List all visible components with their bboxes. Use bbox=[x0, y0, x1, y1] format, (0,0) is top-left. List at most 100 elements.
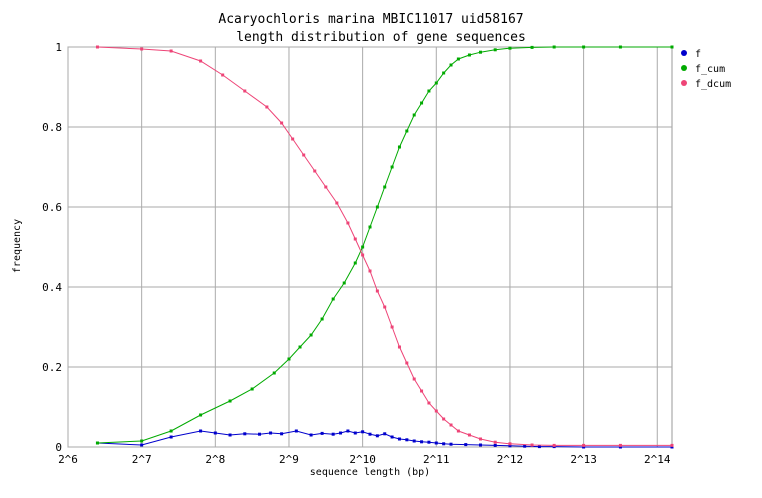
series-f bbox=[95, 429, 674, 449]
data-point-f bbox=[412, 439, 416, 443]
series-line-f bbox=[97, 430, 672, 448]
data-point-f_dcum bbox=[95, 45, 99, 49]
data-point-f bbox=[390, 435, 394, 439]
data-point-f bbox=[523, 444, 527, 448]
data-point-f bbox=[294, 429, 298, 433]
data-point-f_dcum bbox=[324, 185, 328, 189]
data-point-f bbox=[213, 431, 217, 435]
data-point-f_cum bbox=[320, 317, 324, 321]
data-point-f_cum bbox=[552, 45, 556, 49]
data-point-f_cum bbox=[582, 45, 586, 49]
data-point-f_dcum bbox=[397, 345, 401, 349]
data-point-f bbox=[383, 432, 387, 436]
data-point-f_cum bbox=[342, 281, 346, 285]
data-point-f bbox=[199, 429, 203, 433]
data-point-f_cum bbox=[390, 165, 394, 169]
data-point-f bbox=[397, 437, 401, 441]
data-point-f_cum bbox=[250, 387, 254, 391]
data-point-f_cum bbox=[420, 101, 424, 105]
data-point-f bbox=[309, 433, 313, 437]
data-point-f_cum bbox=[427, 89, 431, 93]
data-point-f_dcum bbox=[456, 429, 460, 433]
data-point-f_dcum bbox=[449, 423, 453, 427]
data-point-f_cum bbox=[383, 185, 387, 189]
data-point-f bbox=[449, 442, 453, 446]
data-point-f bbox=[320, 431, 324, 435]
data-point-f_cum bbox=[368, 225, 372, 229]
data-point-f_cum bbox=[298, 345, 302, 349]
y-tick-label: 0 bbox=[55, 441, 62, 454]
data-point-f bbox=[243, 432, 247, 436]
data-point-f_dcum bbox=[412, 377, 416, 381]
legend: f f_cum f_dcum bbox=[681, 49, 731, 90]
series-line-f_cum bbox=[97, 46, 672, 444]
data-point-f_cum bbox=[467, 53, 471, 57]
chart-title: Acaryochloris marina MBIC11017 uid58167 bbox=[218, 12, 523, 27]
grid bbox=[67, 46, 673, 448]
data-point-f bbox=[280, 432, 284, 436]
data-point-f_dcum bbox=[618, 443, 622, 447]
data-point-f bbox=[361, 430, 365, 434]
data-point-f_dcum bbox=[442, 417, 446, 421]
data-point-f bbox=[537, 445, 541, 449]
data-point-f bbox=[269, 431, 273, 435]
data-point-f bbox=[258, 432, 262, 436]
series-f_cum bbox=[95, 45, 674, 445]
data-point-f bbox=[670, 445, 674, 449]
data-point-f bbox=[169, 435, 173, 439]
data-point-f_dcum bbox=[375, 289, 379, 293]
data-point-f_cum bbox=[434, 81, 438, 85]
data-point-f_cum bbox=[456, 57, 460, 61]
y-tick-label: 0.6 bbox=[42, 201, 62, 214]
data-point-f_dcum bbox=[478, 437, 482, 441]
data-point-f_cum bbox=[353, 261, 357, 265]
data-point-f_cum bbox=[530, 45, 534, 49]
data-point-f_dcum bbox=[670, 443, 674, 447]
data-point-f_dcum bbox=[508, 442, 512, 446]
data-point-f bbox=[339, 431, 343, 435]
y-tick-label: 0.2 bbox=[42, 361, 62, 374]
x-tick-label: 2^6 bbox=[58, 453, 78, 466]
legend-label-f_dcum: f_dcum bbox=[695, 79, 731, 90]
y-axis-label: frequency bbox=[12, 219, 23, 273]
data-point-f_cum bbox=[95, 441, 99, 445]
legend-label-f_cum: f_cum bbox=[695, 64, 725, 75]
data-point-f_dcum bbox=[302, 153, 306, 157]
data-point-f_dcum bbox=[280, 121, 284, 125]
data-point-f bbox=[508, 444, 512, 448]
data-point-f_cum bbox=[272, 371, 276, 375]
data-point-f_dcum bbox=[582, 443, 586, 447]
data-point-f_dcum bbox=[361, 253, 365, 257]
series-f_dcum bbox=[95, 45, 674, 447]
data-point-f bbox=[405, 438, 409, 442]
data-point-f_cum bbox=[449, 63, 453, 67]
data-point-f_cum bbox=[397, 145, 401, 149]
data-point-f_dcum bbox=[427, 401, 431, 405]
data-point-f_dcum bbox=[291, 137, 295, 141]
data-point-f_dcum bbox=[265, 105, 269, 109]
data-point-f_dcum bbox=[313, 169, 317, 173]
data-point-f_dcum bbox=[405, 361, 409, 365]
chart-subtitle: length distribution of gene sequences bbox=[236, 30, 526, 45]
data-point-f_dcum bbox=[420, 389, 424, 393]
data-point-f_cum bbox=[442, 71, 446, 75]
axes: 0 0.2 0.4 0.6 0.8 1 2^6 2^7 2^8 2^9 2^10 2^11 2^12 2^… bbox=[42, 41, 671, 466]
y-tick-label: 1 bbox=[55, 41, 62, 54]
data-point-f bbox=[582, 445, 586, 449]
data-point-f_dcum bbox=[493, 440, 497, 444]
plot-series bbox=[95, 45, 674, 449]
x-tick-label: 2^12 bbox=[497, 453, 524, 466]
data-point-f_dcum bbox=[434, 409, 438, 413]
data-point-f_dcum bbox=[243, 89, 247, 93]
data-point-f_cum bbox=[140, 439, 144, 443]
data-point-f bbox=[346, 429, 350, 433]
data-point-f_dcum bbox=[140, 47, 144, 51]
data-point-f_dcum bbox=[199, 59, 203, 63]
data-point-f bbox=[140, 443, 144, 447]
data-point-f_dcum bbox=[390, 325, 394, 329]
x-tick-label: 2^7 bbox=[132, 453, 152, 466]
data-point-f_cum bbox=[405, 129, 409, 133]
y-tick-label: 0.8 bbox=[42, 121, 62, 134]
data-point-f bbox=[442, 442, 446, 446]
data-point-f_cum bbox=[493, 48, 497, 52]
